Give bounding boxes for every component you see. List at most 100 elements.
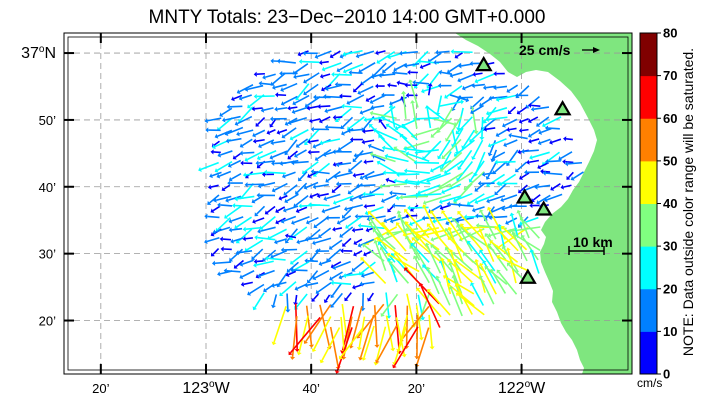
current-vector-head	[298, 203, 302, 209]
current-vector-shaft	[405, 269, 440, 305]
current-vector-head	[209, 173, 213, 179]
current-vector-shaft	[407, 180, 431, 185]
current-vector-shaft	[487, 162, 497, 178]
current-vector-head	[381, 222, 386, 227]
current-vector-shaft	[416, 161, 440, 164]
current-vector-head	[456, 224, 461, 228]
current-vector-head	[524, 169, 528, 175]
current-vector-head	[386, 257, 392, 262]
current-vector-head	[281, 173, 286, 179]
current-vector-head	[269, 154, 274, 160]
current-vector-shaft	[475, 72, 483, 76]
current-vector-shaft	[543, 170, 551, 173]
current-vector-shaft	[399, 173, 420, 176]
current-vector-head	[318, 233, 323, 238]
current-vector-shaft	[491, 241, 519, 263]
current-vector-head	[487, 142, 492, 148]
current-vector-shaft	[206, 236, 220, 243]
current-vector-shaft	[456, 52, 464, 58]
current-vector-head	[375, 50, 379, 56]
current-vector-head	[475, 213, 479, 219]
current-vector-head	[284, 198, 289, 204]
current-vector-head	[220, 246, 224, 252]
current-vector-shaft	[406, 293, 415, 325]
current-vector-head	[432, 218, 436, 224]
current-vector-shaft	[423, 84, 441, 92]
current-vector-shaft	[345, 63, 364, 72]
current-vector-head	[275, 219, 280, 225]
current-vector-head	[217, 202, 221, 208]
current-vector-shaft	[238, 249, 253, 254]
current-vector-shaft	[406, 237, 421, 261]
current-vector-head	[360, 273, 365, 279]
current-vector-shaft	[442, 212, 464, 241]
current-vector-shaft	[370, 223, 388, 250]
current-vector-head	[395, 222, 400, 227]
land-mass	[455, 33, 632, 374]
current-vector-shaft	[425, 183, 451, 196]
current-vector-shaft	[455, 139, 475, 156]
current-vector-shaft	[502, 194, 518, 201]
current-vector-head	[359, 281, 363, 287]
current-vector-head	[404, 235, 410, 240]
current-vector-head	[358, 356, 364, 361]
current-vector-head	[306, 105, 311, 111]
current-vector-head	[256, 192, 260, 198]
current-vector-head	[457, 202, 461, 208]
current-vector-head	[526, 159, 530, 165]
current-vector-head	[496, 254, 501, 260]
current-vector-head	[427, 83, 433, 87]
current-vector-shaft	[436, 60, 452, 64]
current-vector-head	[373, 361, 379, 366]
current-vector-head	[204, 213, 208, 219]
current-vector-shaft	[507, 217, 518, 224]
current-vector-head	[367, 211, 372, 216]
current-vector-head	[489, 240, 494, 245]
current-vector-shaft	[453, 253, 473, 272]
current-vector-shaft	[428, 172, 451, 182]
current-vector-head	[210, 252, 215, 257]
current-vector-shaft	[480, 265, 497, 295]
current-vector-head	[363, 117, 367, 123]
current-vector-shaft	[385, 215, 397, 222]
current-vector-shaft	[429, 52, 442, 62]
current-vector-shaft	[326, 95, 343, 99]
current-vector-shaft	[565, 138, 573, 141]
current-vector-shaft	[390, 263, 410, 284]
current-vector-shaft	[325, 193, 341, 200]
current-vector-shaft	[305, 305, 313, 345]
current-vector-head	[516, 110, 521, 115]
current-vector-shaft	[285, 139, 298, 154]
current-vector-shaft	[322, 73, 331, 77]
current-vector-shaft	[341, 305, 355, 352]
current-vector-head	[501, 206, 505, 212]
current-vector-shaft	[538, 116, 550, 126]
current-vector-head	[319, 73, 324, 79]
current-vector-head	[407, 205, 411, 211]
current-vector-shaft	[297, 138, 309, 147]
current-vector-shaft	[481, 117, 484, 138]
current-vector-shaft	[465, 171, 485, 189]
current-vector-shaft	[231, 216, 244, 222]
radar-station-marker	[518, 268, 537, 284]
current-vector-head	[324, 124, 328, 130]
current-vector-shaft	[530, 116, 539, 122]
current-vector-shaft	[455, 260, 485, 283]
current-vector-head	[332, 265, 337, 271]
current-vector-head	[342, 68, 347, 74]
current-vector-head	[358, 68, 363, 74]
current-vector-shaft	[313, 170, 330, 175]
current-vector-shaft	[457, 160, 474, 180]
current-vector-head	[448, 261, 453, 266]
current-vector-shaft	[291, 250, 308, 264]
current-vector-head	[369, 99, 374, 105]
current-vector-shaft	[317, 50, 332, 58]
current-vector-head	[494, 191, 499, 196]
current-vector-head	[457, 211, 462, 216]
current-vector-shaft	[277, 206, 286, 212]
current-vector-head	[393, 146, 398, 151]
current-vector-head	[453, 259, 458, 264]
current-vector-shaft	[245, 237, 253, 240]
current-vector-head	[445, 220, 450, 226]
current-vector-shaft	[458, 212, 484, 240]
